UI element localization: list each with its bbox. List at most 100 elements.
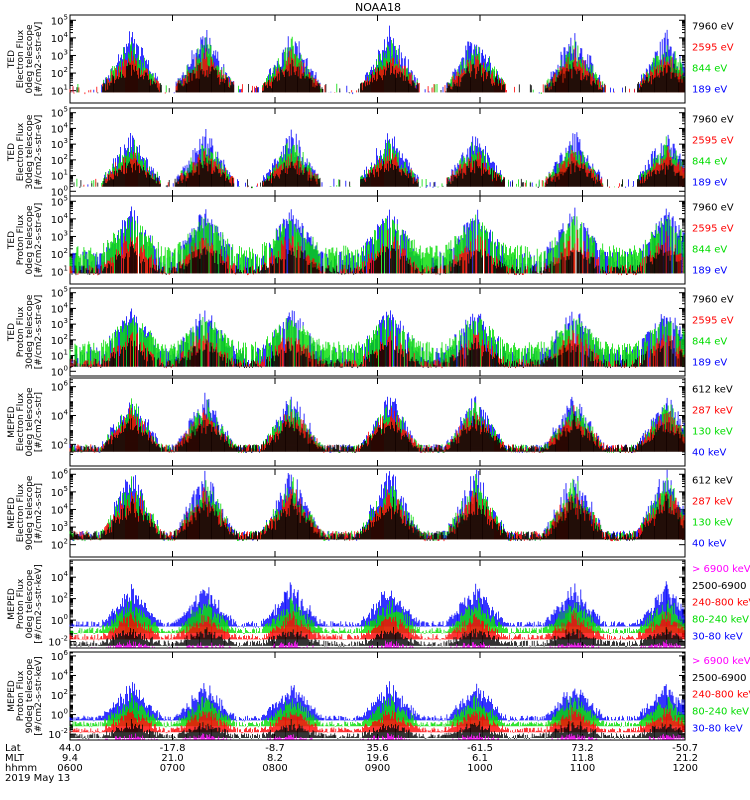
y-tick-label: 106 [51,380,69,394]
y-tick-label: 100 [51,364,68,378]
panel-ylabel-line: 0deg telescope [25,24,35,94]
legend-entry: 189 eV [692,266,727,277]
y-tick-label: 104 [51,570,69,584]
y-tick-label: 10-2 [48,635,68,649]
y-tick-label: 101 [51,84,68,98]
y-tick-label: 104 [51,121,69,135]
y-tick-label: 106 [51,467,69,481]
y-tick-label: 101 [51,265,68,279]
y-tick-label: 104 [51,212,69,226]
legend-entry: 7960 eV [692,22,734,33]
legend-entry: 40 keV [692,539,726,550]
x-tick-label: 0600 [57,763,82,774]
x-tick-label: 21.2 [676,753,698,764]
legend-entry: > 6900 keV [692,656,750,667]
panel-ylabel-line: [#/cm2-s-str] [34,392,44,452]
panel-ylabel-line: Electron Flux [16,29,26,88]
legend-entry: 130 keV [692,518,733,529]
panel-ylabel-line: Electron Flux [16,483,26,542]
panel-ylabel-line: MEPED [7,497,17,529]
legend-entry: 2595 eV [692,43,734,54]
panel-ylabel-line: Electron Flux [16,392,26,451]
y-tick-label: 104 [51,301,69,315]
panel-ylabel-line: Proton Flux [16,214,26,265]
x-tick-label: 73.2 [571,743,593,754]
y-tick-label: 104 [51,409,69,423]
panel-ylabel-line: Electron Flux [16,122,26,181]
panel-7: 10-2 100 102 104 MEPED Proton Flux 0deg telesc… [7,559,750,649]
x-tick-label: 19.6 [366,753,388,764]
y-tick-label: 105 [51,106,68,120]
panel-ylabel-line: [#/cm2-s-str-eV] [34,203,44,278]
panel-trace [70,60,685,94]
x-tick-label: -61.5 [467,743,493,754]
y-tick-label: 104 [51,668,69,682]
y-tick-label: 102 [51,153,68,167]
legend-entry: 2595 eV [692,316,734,327]
legend-entry: 7960 eV [692,295,734,306]
chart-title: NOAA18 [355,1,401,14]
x-tick-label: 1200 [673,763,698,774]
legend-entry: 40 keV [692,448,726,459]
legend-entry: 287 keV [692,406,733,417]
x-tick-label: -50.7 [672,743,698,754]
y-tick-label: 100 [51,613,68,627]
legend-entry: 189 eV [692,358,727,369]
panel-trace [69,413,685,453]
panel-ylabel-line: Proton Flux [16,578,26,629]
x-row-label-mlt: MLT [5,753,25,764]
panel-trace [69,681,685,722]
y-tick-label: 100 [51,708,68,722]
panel-trace [73,157,685,189]
y-tick-label: 101 [51,169,68,183]
x-tick-label: 9.4 [62,753,78,764]
panel-ylabel-line: MEPED [7,406,17,438]
panel-ylabel-line: 0deg telescope [25,387,35,457]
legend-entry: 2500-6900 [692,581,747,592]
legend-entry: 130 keV [692,427,733,438]
panel-ylabel-line: 0deg telescope [25,569,35,639]
y-tick-label: 106 [51,649,69,663]
y-tick-label: 105 [51,485,68,499]
legend-entry: 844 eV [692,337,727,348]
panel-8: 10-2 100 102 104 106 MEPED Proton Flux 90deg te… [7,649,750,741]
y-tick-label: 102 [51,688,68,702]
panel-ylabel-line: TED [7,231,17,250]
y-tick-label: 103 [51,317,68,331]
legend-entry: 30-80 keV [692,632,743,643]
y-tick-label: 102 [51,247,68,261]
panel-ylabel-line: 90deg telescope [25,475,35,550]
legend-entry: 80-240 keV [692,707,749,718]
y-tick-label: 102 [51,437,68,451]
panel-3: 101 102 103 104 105 TED Proton Flux 0deg telesc… [7,194,734,285]
x-tick-label: 1000 [467,763,492,774]
legend-entry: 612 keV [692,385,733,396]
panel-ylabel-line: MEPED [7,588,17,620]
panel-ylabel-line: TED [7,143,17,162]
legend-entry: 189 eV [692,178,727,189]
x-axis-labels: Lat MLT hhmm 2019 May 13 44.0 -17.8 -8.7 35… [5,743,698,784]
panel-ylabel-line: [#/cm2-s-str-keV] [34,564,44,643]
x-axis-date: 2019 May 13 [5,773,70,784]
x-tick-label: 1100 [570,763,595,774]
y-tick-label: 102 [51,333,68,347]
panel-trace [69,719,685,739]
y-tick-label: 103 [51,48,68,62]
legend-entry: 7960 eV [692,115,734,126]
panel-trace [69,492,685,542]
x-row-label-lat: Lat [5,743,21,754]
panel-ylabel-line: 90deg telescope [25,658,35,733]
x-tick-label: 44.0 [59,743,81,754]
legend-entry: 189 eV [692,85,727,96]
panel-trace [69,581,685,628]
panel-ylabel-line: 0deg telescope [25,205,35,275]
y-tick-label: 10-2 [48,727,68,741]
panel-ylabel-line: Proton Flux [16,670,26,721]
panel-ylabel-line: Proton Flux [16,306,26,357]
legend-entry: 287 keV [692,497,733,508]
legend-entry: 2500-6900 [692,673,747,684]
legend-entry: 844 eV [692,157,727,168]
panel-ylabel-line: MEPED [7,680,17,712]
